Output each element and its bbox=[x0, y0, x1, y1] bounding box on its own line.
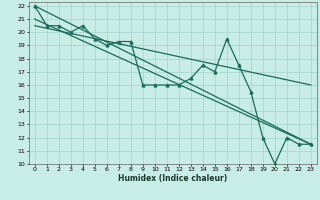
X-axis label: Humidex (Indice chaleur): Humidex (Indice chaleur) bbox=[118, 174, 228, 183]
